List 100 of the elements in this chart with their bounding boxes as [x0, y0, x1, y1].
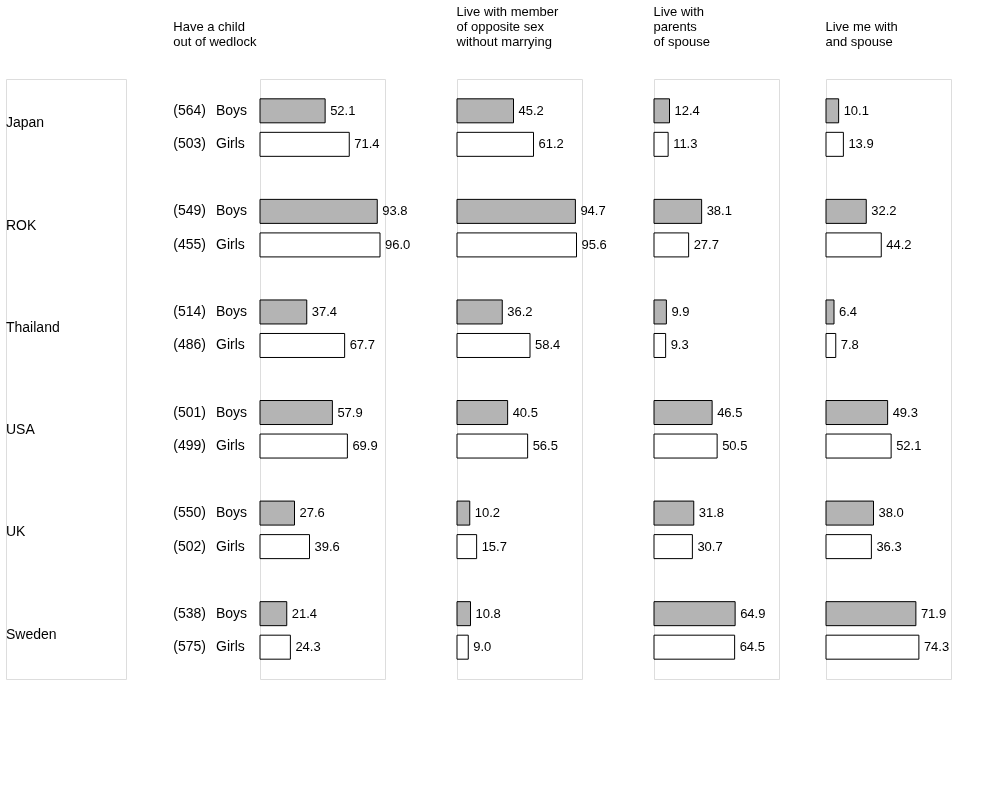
bar	[825, 400, 889, 426]
bar	[259, 400, 333, 426]
data-label: 27.7	[693, 236, 719, 252]
text: (486)	[173, 336, 206, 353]
text: Girls	[216, 638, 245, 655]
data-label: 10.8	[475, 605, 501, 621]
text: (502)	[173, 537, 206, 554]
data-label: 30.7	[697, 538, 723, 554]
text: (514)	[173, 302, 206, 319]
bar	[825, 332, 837, 358]
data-label: 69.9	[352, 438, 378, 454]
bar	[259, 299, 308, 325]
bar	[653, 601, 736, 627]
bar	[825, 299, 835, 325]
data-label: 32.2	[871, 203, 897, 219]
bar	[653, 500, 695, 526]
bar	[653, 634, 736, 660]
text: Boys	[216, 504, 248, 521]
bar	[825, 232, 882, 258]
series-label: Boys	[216, 101, 248, 118]
data-label: 13.9	[848, 136, 874, 152]
data-label: 40.5	[512, 404, 538, 420]
data-label: 46.5	[717, 404, 743, 420]
bar	[653, 332, 667, 358]
data-label: 36.2	[507, 303, 533, 319]
category-label: Japan	[6, 114, 45, 131]
data-label: 12.4	[674, 102, 700, 118]
bar	[825, 601, 917, 627]
bar	[259, 98, 326, 124]
text: Boys	[216, 604, 248, 621]
bar	[259, 332, 346, 358]
bar	[456, 601, 471, 627]
data-label: 39.6	[314, 538, 340, 554]
bar	[456, 198, 576, 224]
text: Girls	[216, 437, 245, 454]
category-label: USA	[6, 421, 35, 438]
data-label: 15.7	[481, 538, 507, 554]
data-label: 61.2	[538, 136, 564, 152]
data-label: 50.5	[722, 438, 748, 454]
data-label: 96.0	[385, 236, 411, 252]
data-label: 31.8	[698, 505, 725, 521]
category-label: ROK	[6, 216, 37, 233]
bar	[825, 98, 840, 124]
text: Boys	[216, 302, 248, 319]
bar	[653, 198, 703, 224]
data-label: 49.3	[892, 404, 918, 420]
text: (538)	[173, 604, 206, 621]
data-label: 36.3	[876, 538, 902, 554]
text: Boys	[216, 403, 248, 420]
data-label: 6.4	[839, 303, 858, 319]
bar	[825, 534, 872, 560]
chart-title: Live with member of opposite sex without marrying	[455, 4, 560, 49]
data-label: 7.8	[840, 337, 859, 353]
bar	[653, 534, 693, 560]
data-label: 9.3	[670, 337, 689, 353]
text: Boys	[216, 202, 248, 219]
text: (549)	[173, 202, 206, 219]
bar	[259, 634, 291, 660]
data-label: 10.1	[843, 102, 869, 118]
text: (564)	[173, 101, 206, 118]
bar	[259, 198, 378, 224]
data-label: 44.2	[886, 236, 912, 252]
bar	[456, 500, 471, 526]
data-label: 27.6	[299, 505, 325, 521]
category-label: UK	[6, 523, 26, 540]
bar	[653, 400, 713, 426]
bar	[653, 299, 667, 325]
bar	[825, 131, 844, 157]
bar	[653, 433, 718, 459]
bar	[259, 433, 348, 459]
data-label: 10.2	[474, 505, 501, 521]
bar	[456, 332, 531, 358]
data-label: 52.1	[330, 102, 356, 118]
bar	[259, 131, 350, 157]
bar	[456, 433, 529, 459]
text: (503)	[173, 135, 206, 152]
data-label: 24.3	[295, 639, 321, 655]
text: (455)	[173, 235, 206, 252]
chart-title: Live with parents of spouse	[653, 4, 710, 49]
bar	[456, 534, 478, 560]
data-label: 38.0	[878, 505, 904, 521]
text: Girls	[216, 537, 245, 554]
bar	[259, 534, 310, 560]
data-label: 9.0	[473, 639, 492, 655]
category-label: Sweden	[6, 625, 57, 642]
data-label: 38.1	[706, 203, 732, 219]
text: (550)	[173, 504, 206, 521]
bar	[259, 232, 381, 258]
text: (501)	[173, 403, 206, 420]
bar	[456, 400, 509, 426]
bar	[825, 634, 920, 660]
text: Girls	[216, 336, 245, 353]
bar	[259, 500, 295, 526]
data-label: 58.4	[535, 337, 561, 353]
bar	[456, 634, 469, 660]
data-label: 71.4	[354, 136, 380, 152]
text: (499)	[173, 437, 206, 454]
data-label: 45.2	[518, 102, 544, 118]
data-label: 52.1	[896, 438, 922, 454]
text: (575)	[173, 638, 206, 655]
